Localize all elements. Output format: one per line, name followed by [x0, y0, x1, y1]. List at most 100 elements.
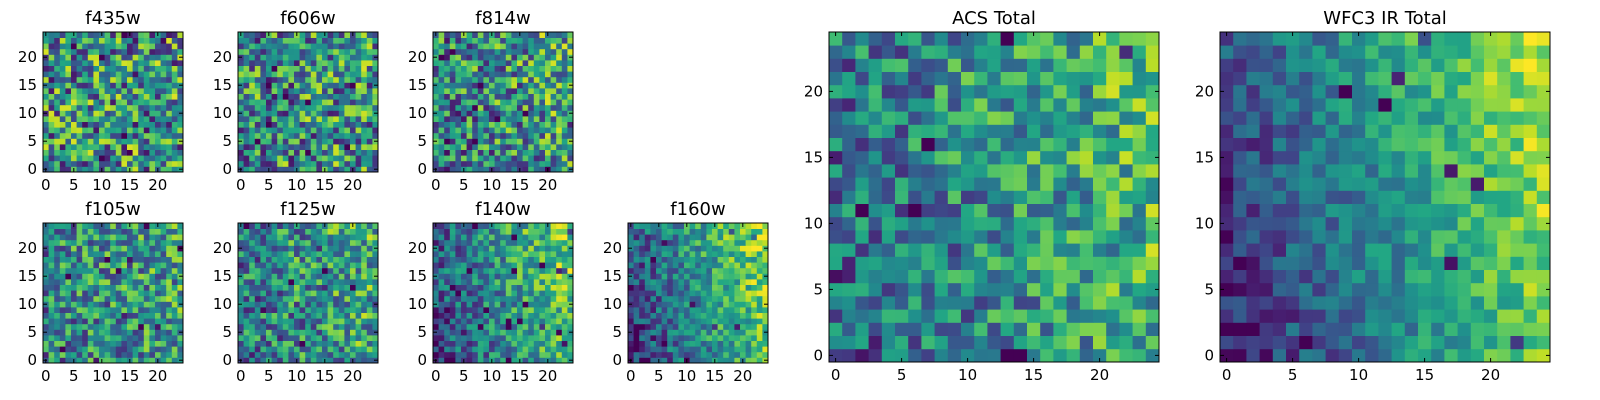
heatmap-cell: [166, 110, 173, 117]
heatmap-cell: [149, 104, 156, 111]
heatmap-cell: [712, 318, 718, 325]
heatmap-cell: [65, 88, 72, 94]
heatmap-cell: [333, 357, 340, 364]
heatmap-cell: [254, 228, 261, 235]
heatmap-cell: [132, 251, 139, 257]
heatmap-cell: [472, 301, 479, 308]
heatmap-cell: [316, 160, 323, 167]
heatmap-cell: [155, 262, 161, 269]
heatmap-cell: [350, 251, 356, 257]
heatmap-cell: [54, 93, 61, 100]
heatmap-cell: [528, 357, 535, 364]
heatmap-cell: [494, 290, 501, 297]
heatmap-cell: [138, 273, 145, 280]
heatmap-cell: [322, 256, 328, 263]
heatmap-cell: [127, 228, 133, 235]
heatmap-cell: [71, 88, 77, 94]
heatmap-cell: [266, 132, 272, 139]
heatmap-cell: [344, 127, 351, 134]
heatmap-cell: [43, 48, 49, 55]
heatmap-cell: [511, 267, 518, 274]
heatmap-cell: [717, 262, 724, 269]
heatmap-cell: [433, 323, 439, 330]
heatmap-cell: [99, 127, 105, 134]
heatmap-cell: [706, 284, 713, 291]
heatmap-cell: [59, 284, 66, 291]
heatmap-cell: [433, 116, 439, 122]
heatmap-cell: [533, 239, 540, 246]
heatmap-cell: [288, 138, 295, 145]
heatmap-cell: [489, 82, 495, 89]
heatmap-cell: [310, 267, 317, 274]
heatmap-cell: [650, 346, 657, 353]
heatmap-cell: [327, 138, 334, 145]
heatmap-cell: [528, 104, 535, 111]
heatmap-cell: [254, 60, 261, 66]
heatmap-cell: [355, 323, 362, 330]
heatmap-cell: [310, 357, 317, 364]
heatmap-cell: [567, 251, 574, 257]
heatmap-cell: [333, 110, 340, 117]
heatmap-cell: [494, 351, 501, 358]
heatmap-cell: [344, 121, 351, 128]
heatmap-cell: [76, 228, 83, 235]
heatmap-cell: [455, 65, 462, 72]
heatmap-cell: [338, 284, 345, 291]
heatmap-cell: [65, 93, 72, 100]
heatmap-cell: [372, 267, 379, 274]
heatmap-cell: [539, 284, 546, 291]
heatmap-cell: [177, 318, 184, 325]
heatmap-cell: [449, 93, 456, 100]
heatmap-cell: [104, 228, 111, 235]
heatmap-cell: [567, 340, 574, 347]
heatmap-cell: [650, 223, 657, 229]
heatmap-cell: [316, 357, 323, 364]
heatmap-cell: [533, 121, 540, 128]
heatmap-cell: [466, 228, 473, 235]
heatmap-cell: [745, 256, 752, 263]
heatmap-cell: [271, 295, 278, 302]
heatmap-cell: [82, 71, 89, 78]
heatmap-cell: [48, 71, 55, 78]
x-tick-label: 5: [69, 367, 79, 385]
heatmap-cell: [127, 60, 133, 66]
heatmap-cell: [678, 312, 685, 319]
heatmap-cell: [740, 239, 746, 246]
heatmap-cell: [517, 37, 523, 44]
heatmap-cell: [706, 312, 713, 319]
heatmap-cell: [299, 104, 306, 111]
x-tick-label: 15: [120, 367, 139, 385]
heatmap-cell: [160, 295, 167, 302]
heatmap-cell: [1119, 256, 1133, 270]
heatmap-cell: [121, 160, 128, 167]
heatmap-cell: [974, 322, 988, 336]
heatmap-cell: [327, 71, 334, 78]
heatmap-cell: [249, 262, 256, 269]
heatmap-cell: [633, 357, 640, 364]
heatmap-cell: [449, 234, 456, 241]
heatmap-cell: [350, 318, 356, 325]
heatmap-cell: [104, 104, 111, 111]
heatmap-cell: [288, 329, 295, 336]
heatmap-cell: [678, 273, 685, 280]
heatmap-cell: [672, 262, 679, 269]
heatmap-cell: [472, 262, 479, 269]
heatmap-cell: [333, 65, 340, 72]
heatmap-cell: [160, 279, 167, 285]
heatmap-cell: [160, 82, 167, 89]
heatmap-cell: [277, 295, 284, 302]
heatmap-cell: [361, 104, 368, 111]
heatmap-cell: [511, 223, 518, 229]
heatmap-cell: [294, 93, 300, 100]
heatmap-cell: [333, 245, 340, 252]
heatmap-cell: [633, 290, 640, 297]
heatmap-cell: [299, 93, 306, 100]
heatmap-cell: [489, 155, 495, 162]
heatmap-cell: [449, 251, 456, 257]
heatmap-cell: [533, 357, 540, 364]
heatmap-cell: [934, 309, 949, 323]
heatmap-cell: [277, 65, 284, 72]
heatmap-cell: [127, 279, 133, 285]
heatmap-cell: [249, 144, 256, 150]
heatmap-cell: [322, 284, 328, 291]
